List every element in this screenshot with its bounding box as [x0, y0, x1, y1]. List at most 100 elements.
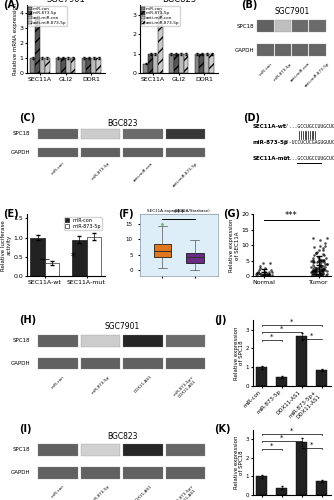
Text: GAPDH: GAPDH [11, 470, 30, 476]
Text: DDX11-AS1: DDX11-AS1 [133, 374, 153, 394]
Bar [38, 444, 78, 456]
Text: *: * [280, 435, 284, 441]
Point [320, 264, 326, 272]
Point [313, 248, 319, 256]
Y-axis label: Relative luciferase
activity: Relative luciferase activity [1, 220, 12, 270]
Point [264, 270, 269, 278]
Text: *: * [270, 443, 274, 449]
Point [256, 269, 262, 277]
Text: GAPDH: GAPDH [11, 361, 30, 366]
Point [312, 267, 317, 275]
Point [259, 271, 265, 279]
Point [321, 264, 326, 272]
Text: SEC11A expr. (TCGA/Starbase): SEC11A expr. (TCGA/Starbase) [147, 209, 210, 213]
Bar [38, 467, 78, 478]
Text: *: * [290, 428, 293, 434]
Y-axis label: Relative expression
of SPC18: Relative expression of SPC18 [233, 326, 244, 380]
Bar [316, 481, 327, 495]
Point [312, 270, 317, 278]
Text: *: * [280, 326, 284, 332]
Point [314, 258, 320, 266]
Bar [166, 444, 205, 456]
Bar [174, 54, 179, 74]
Legend: miR-con, miR-873-5p, anti-miR-con, anti-miR-873-5p: miR-con, miR-873-5p, anti-miR-con, anti-… [27, 6, 67, 25]
Bar [309, 44, 326, 56]
Point [262, 270, 267, 278]
Bar [81, 58, 87, 74]
Bar [166, 129, 205, 138]
Bar [258, 44, 274, 56]
Text: SPC18: SPC18 [13, 448, 30, 452]
Bar [316, 370, 327, 386]
Text: miR-con: miR-con [51, 162, 65, 176]
Point [313, 267, 318, 275]
Bar [38, 148, 78, 157]
Bar [166, 358, 205, 370]
Text: miR-873-5p: miR-873-5p [253, 140, 289, 145]
Point [314, 268, 320, 276]
Point [264, 272, 269, 280]
Text: (D): (D) [243, 113, 261, 123]
Y-axis label: Relative mRNA expression: Relative mRNA expression [13, 3, 18, 76]
Y-axis label: Relative expression
of SPC18: Relative expression of SPC18 [233, 436, 244, 489]
Bar [45, 263, 59, 276]
Text: SGC7901: SGC7901 [274, 7, 309, 16]
Point [318, 260, 323, 268]
Bar [309, 20, 326, 32]
Text: miR-con: miR-con [51, 484, 65, 498]
Point [318, 262, 323, 270]
Point [324, 270, 330, 278]
Text: (J): (J) [214, 315, 226, 325]
Text: 3'-UCCUCUCGAGUGUUCAAGGACG-5': 3'-UCCUCUCGAGUGUUCAAGGACG-5' [284, 140, 334, 145]
Point [324, 234, 330, 242]
Text: miR-873-5p+
DDX11-AS1: miR-873-5p+ DDX11-AS1 [173, 374, 198, 400]
Bar [45, 58, 50, 74]
Text: miR-873-5p: miR-873-5p [273, 62, 293, 82]
Bar [143, 64, 148, 74]
Point [311, 234, 316, 242]
Bar [148, 54, 153, 74]
Text: miR-con: miR-con [258, 62, 273, 76]
Point [318, 264, 324, 272]
Bar [80, 148, 120, 157]
Text: SGC7901: SGC7901 [105, 322, 140, 332]
Point [311, 266, 317, 274]
Point [309, 269, 314, 277]
Text: (I): (I) [19, 424, 32, 434]
Point [311, 242, 316, 250]
Bar [92, 58, 96, 74]
Bar [38, 335, 78, 346]
Point [316, 270, 322, 278]
Point [309, 268, 315, 276]
Bar [292, 20, 308, 32]
Bar [256, 367, 267, 386]
Point [321, 267, 326, 275]
Legend: miR-con, miR-873-5p: miR-con, miR-873-5p [64, 216, 102, 230]
Text: (B): (B) [241, 0, 258, 10]
Bar [153, 54, 158, 74]
Point [313, 264, 318, 272]
Point [321, 269, 326, 277]
Point [263, 268, 268, 276]
Point [318, 256, 323, 264]
Point [317, 236, 322, 244]
Point [310, 258, 316, 266]
Point [256, 266, 261, 274]
Point [321, 256, 327, 264]
Text: (F): (F) [118, 210, 134, 220]
Point [323, 254, 328, 262]
Point [324, 260, 329, 268]
Text: *: * [310, 442, 313, 448]
Bar [296, 442, 307, 495]
Text: anti-miR-con: anti-miR-con [132, 162, 154, 182]
Point [254, 270, 260, 278]
Bar [70, 58, 75, 74]
Bar [184, 54, 188, 74]
Text: SEC11A-wt: SEC11A-wt [253, 124, 286, 130]
Text: anti-miR-873-5p: anti-miR-873-5p [304, 62, 331, 88]
PathPatch shape [154, 244, 171, 256]
Point [321, 264, 327, 272]
Point [324, 266, 330, 274]
Legend: miR-con, miR-873-5p, anti-miR-con, anti-miR-873-5p: miR-con, miR-873-5p, anti-miR-con, anti-… [141, 6, 180, 25]
Bar [38, 358, 78, 370]
